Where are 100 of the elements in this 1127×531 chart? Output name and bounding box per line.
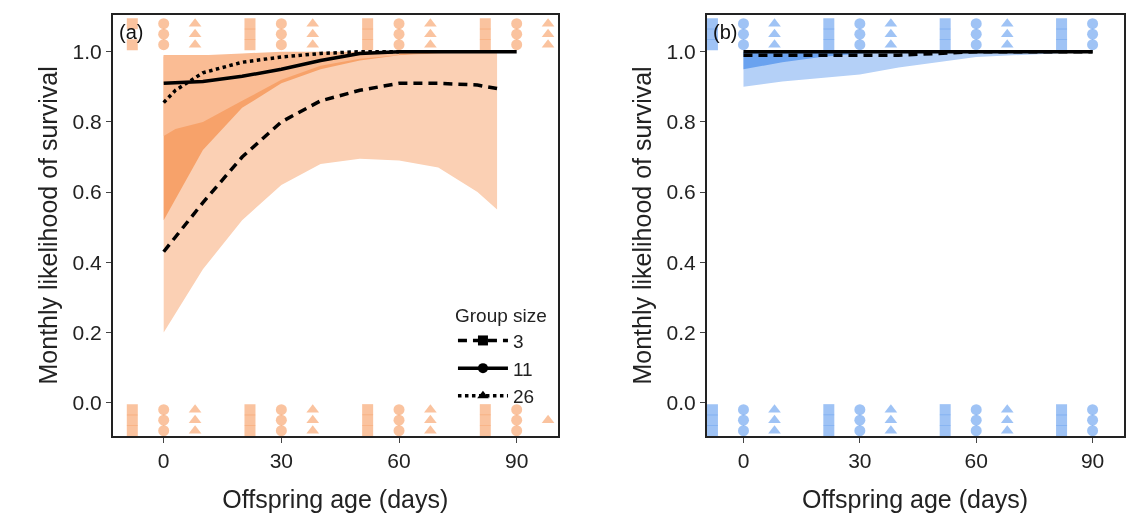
- point: [244, 404, 256, 416]
- point: [362, 404, 374, 416]
- point: [1056, 39, 1068, 51]
- point: [393, 39, 405, 51]
- y-axis-title: Monthly likelihood of survival: [627, 66, 656, 385]
- point: [244, 414, 256, 426]
- point: [158, 39, 170, 51]
- point: [1056, 425, 1068, 436]
- point: [970, 39, 982, 51]
- point: [737, 39, 749, 51]
- point: [706, 425, 718, 436]
- point: [1087, 425, 1099, 436]
- y-tick-label: 0.0: [72, 390, 102, 414]
- point: [854, 414, 866, 426]
- point: [970, 425, 982, 436]
- point: [737, 28, 749, 40]
- point: [737, 18, 749, 30]
- point: [362, 39, 374, 51]
- point: [158, 414, 170, 426]
- point: [737, 404, 749, 416]
- y-axis-title: Monthly likelihood of survival: [33, 66, 62, 385]
- chart-title: (a): [119, 21, 144, 43]
- x-tick-label: 0: [737, 448, 750, 472]
- point: [939, 28, 951, 40]
- point: [823, 404, 835, 416]
- point: [393, 414, 405, 426]
- point: [275, 404, 287, 416]
- point: [511, 404, 523, 416]
- y-tick-label: 0.8: [666, 110, 696, 134]
- point: [511, 425, 523, 436]
- point: [393, 28, 405, 40]
- point: [479, 18, 491, 30]
- point: [1087, 404, 1099, 416]
- line-series: [161, 81, 499, 254]
- point: [1087, 28, 1099, 40]
- y-tick-label: 0.0: [666, 390, 696, 414]
- point: [479, 404, 491, 416]
- x-axis-title: Offspring age (days): [222, 485, 449, 514]
- x-axis-title: Offspring age (days): [802, 485, 1029, 514]
- point: [244, 425, 256, 436]
- point: [1056, 404, 1068, 416]
- point: [511, 18, 523, 30]
- chart-title: (b): [713, 21, 738, 43]
- legend-title: Group size: [454, 304, 547, 326]
- point: [126, 425, 138, 436]
- point: [393, 18, 405, 30]
- x-tick-label: 90: [505, 448, 529, 472]
- point: [479, 414, 491, 426]
- point: [244, 28, 256, 40]
- point: [823, 39, 835, 51]
- point: [275, 414, 287, 426]
- point: [479, 39, 491, 51]
- point: [1087, 18, 1099, 30]
- y-tick-label: 0.6: [72, 180, 102, 204]
- point: [244, 18, 256, 30]
- x-tick-label: 60: [387, 448, 411, 472]
- point: [970, 28, 982, 40]
- point: [706, 404, 718, 416]
- y-tick-label: 0.4: [72, 250, 103, 274]
- point: [393, 425, 405, 436]
- point: [854, 39, 866, 51]
- y-tick-label: 1.0: [72, 40, 102, 64]
- point: [126, 414, 138, 426]
- x-tick-label: 90: [1080, 448, 1105, 472]
- point: [939, 39, 951, 51]
- point: [823, 18, 835, 30]
- point: [939, 18, 951, 30]
- x-tick-label: 30: [269, 448, 294, 472]
- point: [275, 425, 287, 436]
- point: [362, 18, 374, 30]
- legend-label: 3: [512, 330, 524, 352]
- point: [511, 414, 523, 426]
- legend-label: 11: [512, 358, 533, 380]
- point: [823, 425, 835, 436]
- y-tick-label: 0.6: [666, 180, 696, 204]
- point: [737, 425, 749, 436]
- point: [126, 404, 138, 416]
- point: [158, 425, 170, 436]
- x-tick-label: 30: [848, 448, 872, 472]
- point: [823, 28, 835, 40]
- point: [1056, 18, 1068, 30]
- point: [479, 28, 491, 40]
- point: [275, 18, 287, 30]
- point: [511, 28, 523, 40]
- point: [511, 39, 523, 51]
- point: [1056, 414, 1068, 426]
- point: [970, 18, 982, 30]
- point: [158, 18, 170, 30]
- point: [970, 414, 982, 426]
- legend-label: 26: [512, 386, 535, 408]
- point: [854, 18, 866, 30]
- point: [362, 414, 374, 426]
- y-tick-label: 1.0: [666, 40, 696, 64]
- point: [854, 425, 866, 436]
- point: [158, 28, 170, 40]
- point: [362, 28, 374, 40]
- point: [244, 39, 256, 51]
- point: [939, 404, 951, 416]
- y-tick-label: 0.8: [72, 110, 102, 134]
- point: [854, 404, 866, 416]
